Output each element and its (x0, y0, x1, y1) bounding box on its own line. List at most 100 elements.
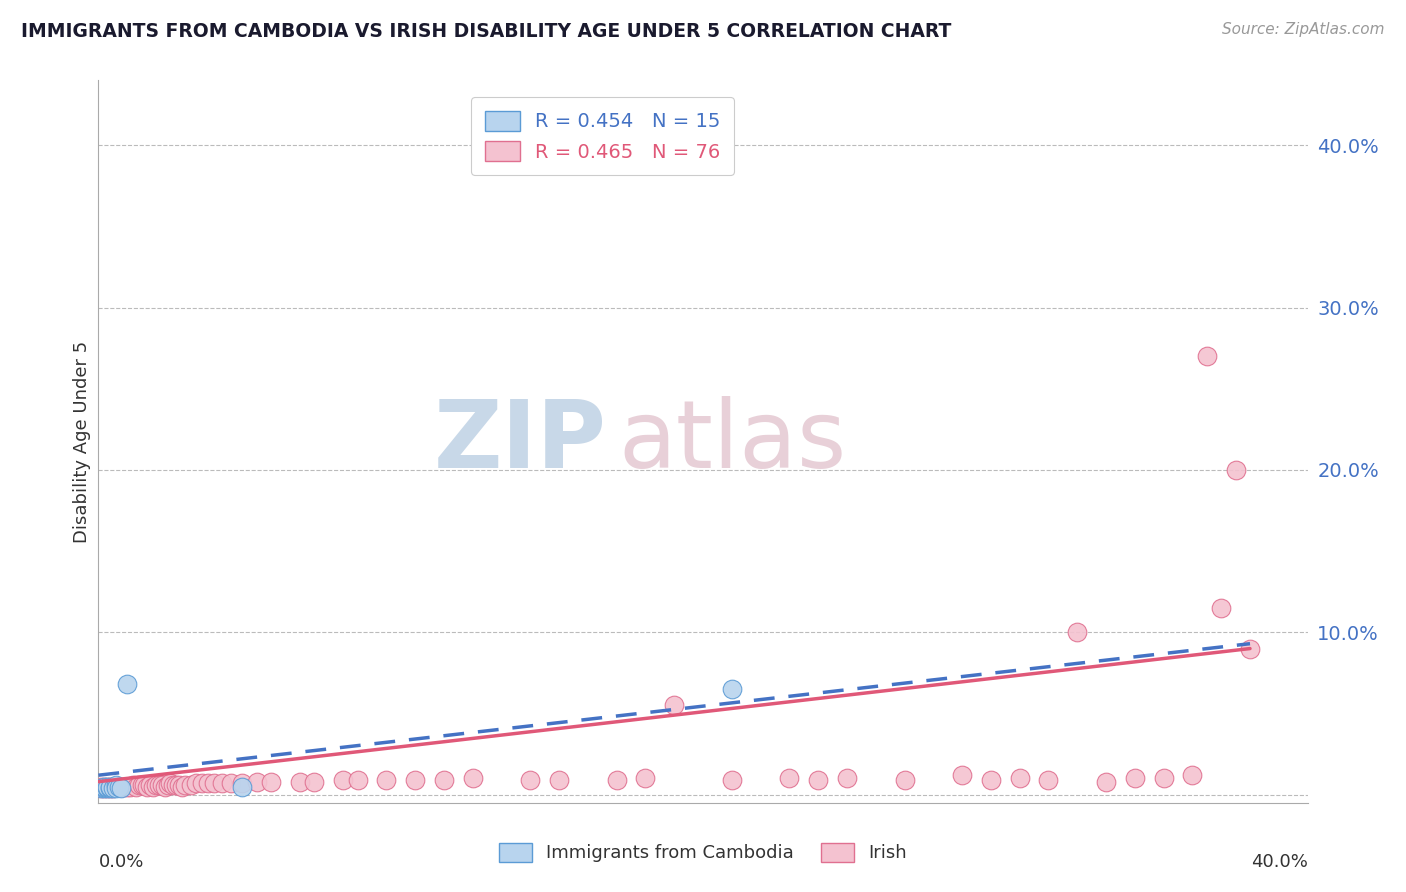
Point (1095, 774, 1118, 789)
Point (110, 780, 132, 794)
Point (634, 772, 657, 786)
Point (112, 780, 135, 794)
Point (191, 776, 214, 790)
Point (980, 773, 1002, 788)
Point (145, 778, 167, 792)
Point (156, 778, 179, 792)
Point (1211, 601, 1233, 615)
Point (433, 773, 456, 788)
Point (107, 780, 129, 794)
Point (150, 778, 173, 792)
Point (93, 781, 115, 796)
Legend: Immigrants from Cambodia, Irish: Immigrants from Cambodia, Irish (492, 836, 914, 870)
Point (90, 780, 112, 794)
Point (104, 778, 127, 792)
Point (720, 773, 742, 788)
Point (835, 772, 858, 786)
Point (404, 773, 426, 788)
Point (1225, 463, 1247, 477)
Text: Source: ZipAtlas.com: Source: ZipAtlas.com (1222, 22, 1385, 37)
Point (101, 780, 124, 794)
Point (606, 773, 628, 788)
Point (375, 773, 398, 788)
Point (96, 780, 118, 794)
Point (519, 773, 541, 788)
Point (93, 781, 115, 796)
Point (115, 677, 138, 691)
Text: 0.0%: 0.0% (98, 854, 143, 871)
Point (231, 776, 253, 790)
Point (720, 682, 742, 697)
Point (304, 774, 326, 789)
Point (1123, 772, 1146, 786)
Point (98, 781, 121, 796)
Point (186, 776, 208, 790)
Point (139, 778, 162, 792)
Text: atlas: atlas (619, 395, 846, 488)
Point (664, 698, 686, 713)
Point (211, 776, 233, 790)
Point (1239, 641, 1261, 656)
Point (165, 778, 187, 792)
Point (98, 781, 121, 796)
Point (170, 780, 193, 794)
Text: ZIP: ZIP (433, 395, 606, 488)
Point (96, 780, 118, 794)
Point (101, 781, 124, 796)
Point (1008, 772, 1031, 786)
Point (1038, 773, 1060, 788)
Point (125, 780, 148, 794)
Point (893, 773, 915, 788)
Point (346, 773, 368, 788)
Point (1195, 349, 1218, 363)
Point (122, 778, 145, 792)
Point (548, 773, 571, 788)
Point (104, 780, 127, 794)
Point (461, 772, 484, 786)
Point (98, 780, 121, 794)
Point (93, 780, 115, 794)
Point (260, 774, 283, 789)
Point (288, 774, 311, 789)
Point (807, 773, 830, 788)
Point (93, 780, 115, 794)
Point (98, 780, 121, 794)
Point (159, 776, 181, 790)
Point (134, 778, 156, 792)
Point (219, 776, 242, 790)
Legend: R = 0.454   N = 15, R = 0.465   N = 76: R = 0.454 N = 15, R = 0.465 N = 76 (471, 97, 734, 175)
Point (1066, 625, 1088, 640)
Point (104, 781, 127, 796)
Point (142, 780, 165, 794)
Point (153, 780, 176, 794)
Point (128, 778, 150, 792)
Point (120, 780, 142, 794)
Point (110, 781, 132, 796)
Point (131, 778, 153, 792)
Point (173, 778, 195, 792)
Text: IMMIGRANTS FROM CAMBODIA VS IRISH DISABILITY AGE UNDER 5 CORRELATION CHART: IMMIGRANTS FROM CAMBODIA VS IRISH DISABI… (21, 22, 952, 41)
Point (778, 772, 800, 786)
Point (90, 781, 112, 796)
Point (246, 774, 269, 789)
Point (96, 781, 118, 796)
Point (107, 780, 129, 794)
Point (231, 780, 253, 794)
Point (1181, 768, 1204, 782)
Y-axis label: Disability Age Under 5: Disability Age Under 5 (73, 341, 91, 542)
Point (162, 778, 184, 792)
Text: 40.0%: 40.0% (1251, 854, 1308, 871)
Point (101, 781, 124, 796)
Point (332, 773, 354, 788)
Point (96, 781, 118, 796)
Point (197, 776, 219, 790)
Point (167, 778, 190, 792)
Point (115, 780, 138, 794)
Point (90, 781, 112, 796)
Point (180, 778, 202, 792)
Point (136, 780, 159, 794)
Point (202, 776, 225, 790)
Point (950, 768, 973, 782)
Point (148, 778, 170, 792)
Point (1153, 772, 1175, 786)
